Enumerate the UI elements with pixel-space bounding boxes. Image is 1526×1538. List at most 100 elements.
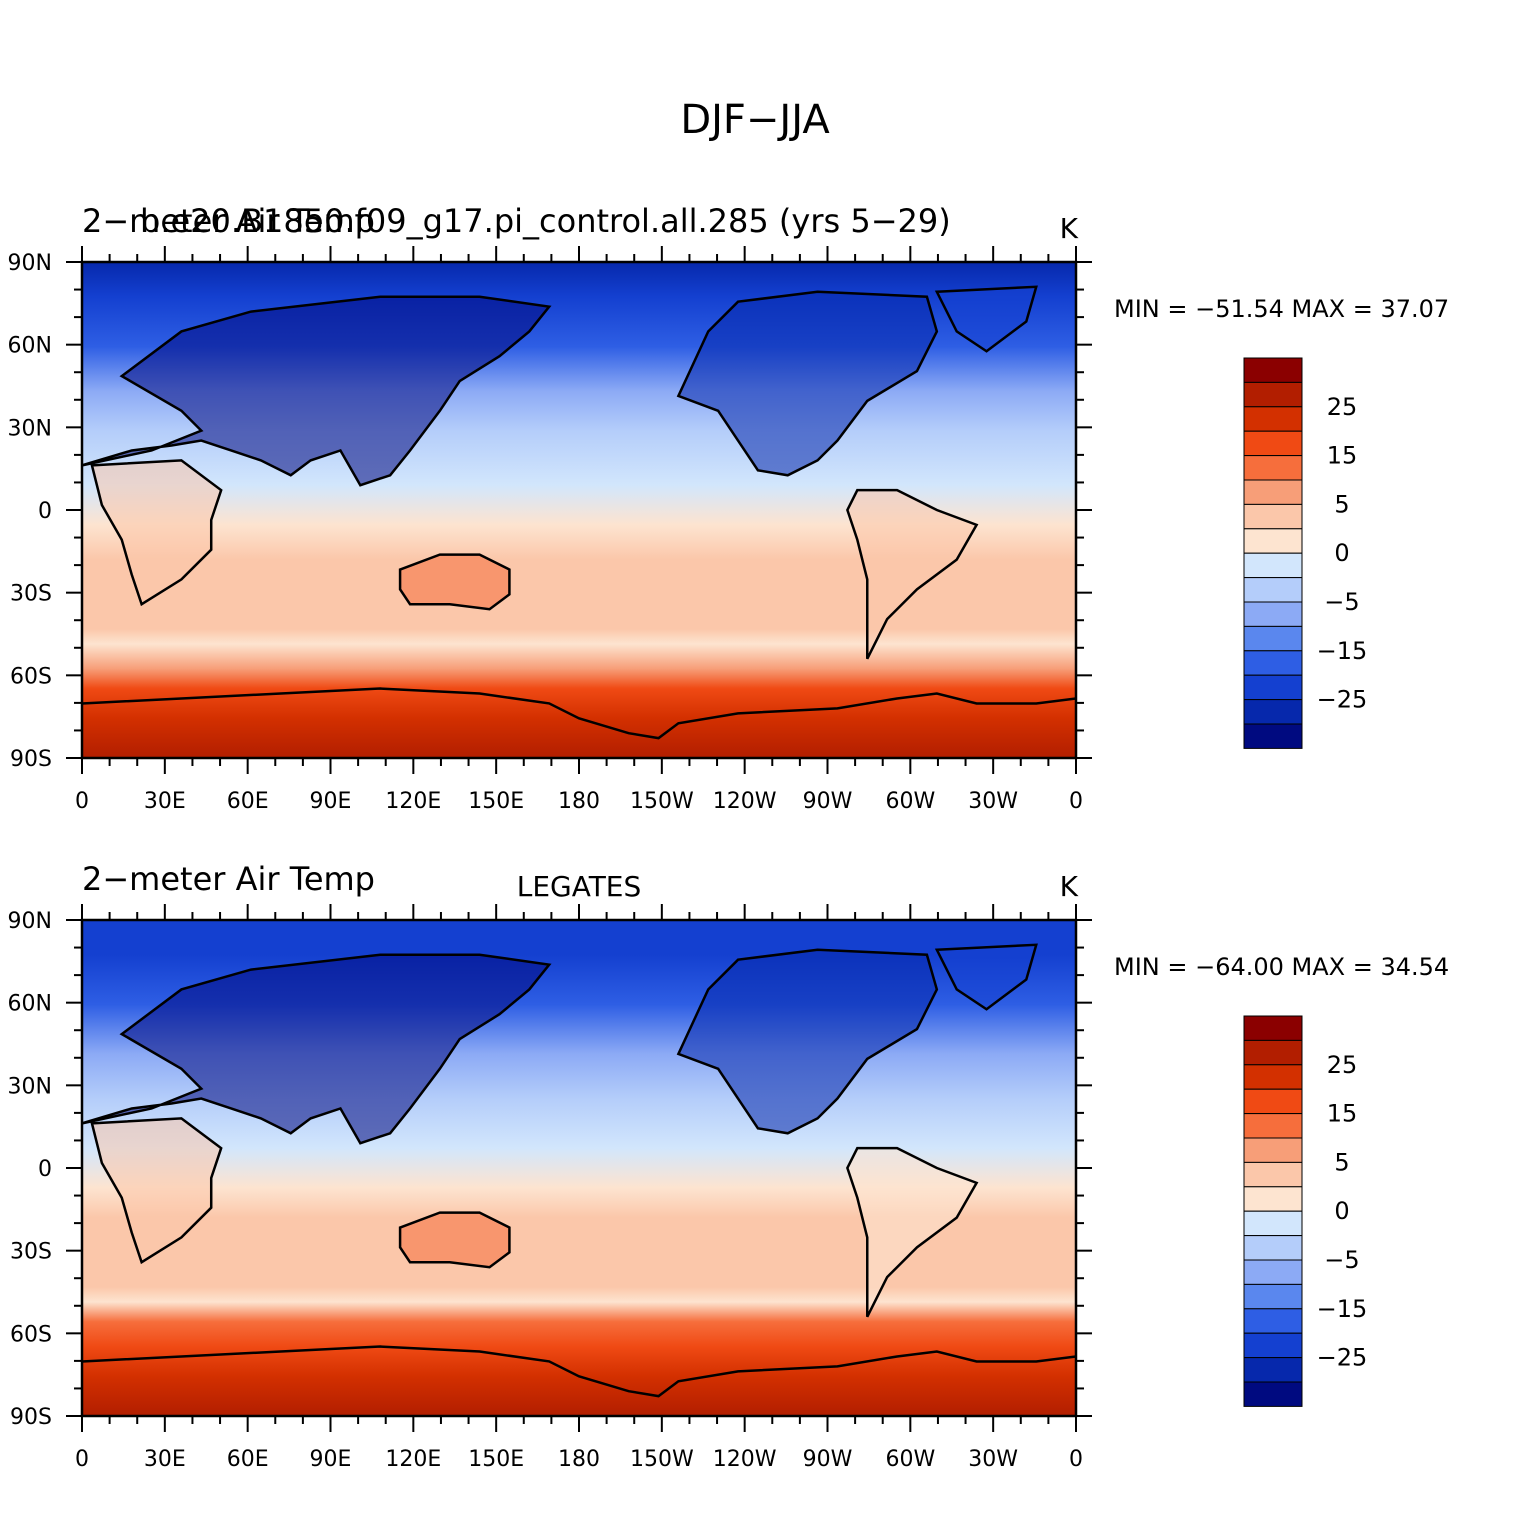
colorbar-swatch <box>1243 1259 1303 1285</box>
y-tick-label: 60S <box>10 1322 52 1347</box>
y-tick-label: 90N <box>8 251 52 276</box>
min-max-label: MIN = −64.00 MAX = 34.54 <box>1114 953 1449 981</box>
colorbar-swatch <box>1243 1186 1303 1212</box>
greenland-coast <box>937 287 1036 351</box>
x-tick-label: 120E <box>385 1447 441 1472</box>
north-america-coast <box>678 950 936 1134</box>
colorbar-swatch <box>1243 1235 1303 1261</box>
colorbar-label: 5 <box>1334 490 1349 518</box>
x-tick-label: 0 <box>75 1447 89 1472</box>
colorbar: 25 15 5 0 −5 −15 −25 <box>1243 357 1368 749</box>
colorbar-swatch <box>1243 625 1303 652</box>
colorbar-label: 15 <box>1327 1100 1358 1128</box>
antarctica-coast <box>82 1347 1076 1397</box>
x-tick-label: 60W <box>885 789 935 814</box>
panel-center-title: LEGATES <box>517 870 642 903</box>
colorbar-label: 0 <box>1334 1197 1349 1225</box>
x-tick-label: 90E <box>310 1447 352 1472</box>
antarctica-coast <box>82 689 1076 739</box>
colorbar-swatch <box>1243 1283 1303 1310</box>
x-tick-label: 90E <box>310 789 352 814</box>
colorbar-swatch <box>1243 1332 1303 1359</box>
x-tick-label: 0 <box>1069 1447 1083 1472</box>
colorbar-swatch <box>1243 1064 1303 1090</box>
y-tick-label: 60N <box>8 992 52 1017</box>
colorbar-swatch <box>1243 577 1303 603</box>
y-tick-label: 90S <box>10 747 52 772</box>
colorbar-swatch <box>1243 650 1303 676</box>
x-tick-label: 0 <box>1069 789 1083 814</box>
colorbar-label: −15 <box>1317 1295 1368 1323</box>
colorbar-swatch <box>1243 1357 1303 1383</box>
y-tick-label: 30S <box>10 582 52 607</box>
x-tick-label: 0 <box>75 789 89 814</box>
y-tick-label: 30N <box>8 416 52 441</box>
colorbar-swatch <box>1243 1210 1303 1237</box>
colorbar-swatch <box>1243 1381 1303 1407</box>
panel-center-title: b.e20.B1850.f09_g17.pi_control.all.285 (… <box>140 202 951 240</box>
colorbar-label: −25 <box>1317 1344 1368 1372</box>
north-america-coast <box>678 292 936 476</box>
colorbar-swatch <box>1243 528 1303 554</box>
colorbar-swatch <box>1243 601 1303 627</box>
x-tick-label: 60E <box>227 1447 269 1472</box>
colorbar-label: −15 <box>1317 637 1368 665</box>
y-tick-label: 0 <box>38 1157 52 1182</box>
colorbar-swatch <box>1243 430 1303 457</box>
south-america-coast <box>847 1148 976 1317</box>
x-tick-label: 150E <box>468 1447 524 1472</box>
x-tick-label: 120E <box>385 789 441 814</box>
y-tick-label: 30S <box>10 1240 52 1265</box>
min-max-label: MIN = −51.54 MAX = 37.07 <box>1114 295 1449 323</box>
y-tick-label: 30N <box>8 1074 52 1099</box>
colorbar-swatch <box>1243 723 1303 749</box>
panel-units: K <box>1060 870 1079 903</box>
y-tick-label: 60S <box>10 664 52 689</box>
africa-coast <box>92 460 221 604</box>
figure-title: DJF−JJA <box>680 97 830 143</box>
panels: 0 30E 60E 90E 120E 150E 180 150W 120W 90W 60W 30W 09… <box>8 202 1450 1472</box>
land-layer <box>82 945 1076 1396</box>
australia-coast <box>400 1213 509 1268</box>
x-tick-label: 180 <box>558 789 600 814</box>
x-tick-label: 90W <box>803 789 853 814</box>
colorbar-label: 5 <box>1334 1148 1349 1176</box>
y-tick-label: 90N <box>8 909 52 934</box>
x-tick-label: 30E <box>144 1447 186 1472</box>
colorbar-label: 15 <box>1327 442 1358 470</box>
colorbar: 25 15 5 0 −5 −15 −25 <box>1243 1015 1368 1407</box>
colorbar-swatch <box>1243 1113 1303 1139</box>
map-panel-1: 0 30E 60E 90E 120E 150E 180 150W 120W 90W 60W 30W 09… <box>8 202 1450 814</box>
colorbar-swatch <box>1243 1137 1303 1163</box>
eurasia-coast <box>82 297 549 485</box>
x-tick-label: 120W <box>713 789 777 814</box>
x-tick-label: 30W <box>968 789 1018 814</box>
colorbar-label: −25 <box>1317 686 1368 714</box>
panel-left-title: 2−meter Air Temp <box>82 860 375 898</box>
x-tick-label: 120W <box>713 1447 777 1472</box>
map-panel-2: 0 30E 60E 90E 120E 150E 180 150W 120W 90W 60W 30W 09… <box>8 860 1450 1472</box>
x-tick-label: 150W <box>630 1447 694 1472</box>
x-tick-label: 30W <box>968 1447 1018 1472</box>
colorbar-swatch <box>1243 1308 1303 1334</box>
greenland-coast <box>937 945 1036 1009</box>
y-tick-label: 0 <box>38 499 52 524</box>
colorbar-label: 0 <box>1334 539 1349 567</box>
colorbar-swatch <box>1243 1088 1303 1115</box>
x-tick-label: 90W <box>803 1447 853 1472</box>
panel-left-title: 2−meter Air Temp <box>82 202 375 240</box>
colorbar-swatch <box>1243 381 1303 408</box>
south-america-coast <box>847 490 976 659</box>
colorbar-swatch <box>1243 357 1303 383</box>
colorbar-label: −5 <box>1324 588 1359 616</box>
colorbar-swatch <box>1243 455 1303 481</box>
australia-coast <box>400 555 509 610</box>
colorbar-swatch <box>1243 1161 1303 1188</box>
x-tick-label: 180 <box>558 1447 600 1472</box>
x-tick-label: 30E <box>144 789 186 814</box>
colorbar-label: −5 <box>1324 1246 1359 1274</box>
eurasia-coast <box>82 955 549 1143</box>
colorbar-swatch <box>1243 552 1303 579</box>
panel-units: K <box>1060 212 1079 245</box>
